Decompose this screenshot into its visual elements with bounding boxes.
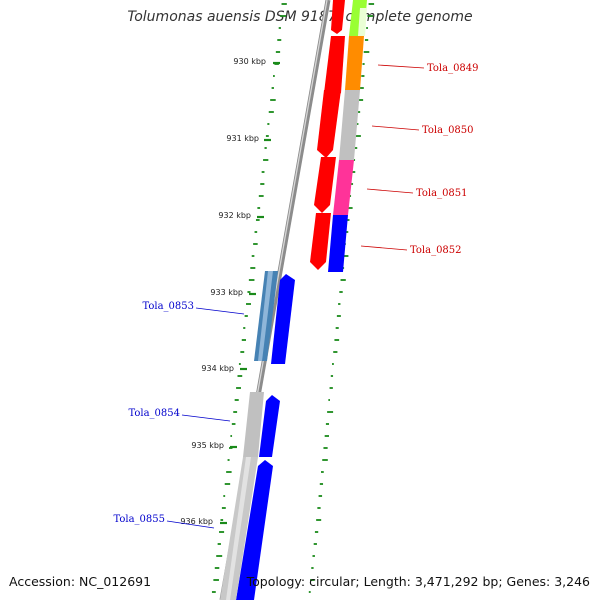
- cds-arrow[interactable]: [236, 460, 273, 600]
- cds-arrow[interactable]: [331, 0, 345, 34]
- gene-label-tola-0854[interactable]: Tola_0854: [128, 408, 180, 419]
- leader-line: [371, 125, 420, 131]
- tick-label: 932 kbp: [218, 211, 251, 220]
- accession-label: Accession: NC_012691: [9, 574, 152, 589]
- leader-line: [377, 64, 425, 69]
- cog-block-blue: [328, 215, 348, 272]
- leader-line: [181, 414, 231, 422]
- cds-arrow[interactable]: [271, 274, 295, 364]
- gene-label-tola-0853[interactable]: Tola_0853: [142, 301, 194, 312]
- reverse-cds-track: [236, 274, 295, 600]
- gene-labels: Tola_0849 Tola_0850 Tola_0851 Tola_0852 …: [113, 63, 479, 529]
- cog-block-orange: [345, 36, 364, 90]
- gc-skew-outer-track: [308, 3, 375, 593]
- leader-line: [360, 245, 408, 251]
- cog-track: [328, 0, 367, 272]
- cog-block-gray-light: [226, 457, 251, 600]
- genome-summary-label: Topology: circular; Length: 3,471,292 bp…: [246, 574, 590, 589]
- position-ticks: 930 kbp 931 kbp 932 kbp 933 kbp 934 kbp …: [180, 57, 280, 526]
- cds-arrow[interactable]: [314, 157, 336, 213]
- gc-skew-inner-track: [211, 3, 287, 593]
- leader-line: [166, 520, 215, 529]
- gene-label-tola-0852[interactable]: Tola_0852: [410, 245, 462, 256]
- cds-arrow[interactable]: [317, 90, 341, 158]
- forward-cds-track: [310, 0, 345, 270]
- tick-label: 931 kbp: [226, 134, 259, 143]
- cds-arrow[interactable]: [259, 395, 280, 457]
- tick-label: 934 kbp: [201, 364, 234, 373]
- cds-arrow[interactable]: [310, 213, 331, 270]
- cog-block-gray: [243, 392, 264, 457]
- leader-line: [195, 307, 245, 315]
- tick-label: 936 kbp: [180, 517, 213, 526]
- cog-block-steel-light: [258, 271, 273, 361]
- gene-label-tola-0849[interactable]: Tola_0849: [427, 63, 479, 74]
- gene-label-tola-0855[interactable]: Tola_0855: [113, 514, 165, 525]
- cog-block-gray: [339, 90, 360, 160]
- map-title: Tolumonas auensis DSM 9187, complete gen…: [127, 9, 473, 25]
- cog-block-pink: [333, 160, 354, 215]
- cds-arrow[interactable]: [324, 36, 345, 101]
- cog-block-lime-light: [358, 8, 367, 36]
- tick-label: 933 kbp: [210, 288, 243, 297]
- leader-line: [366, 188, 414, 194]
- cog-inner-track: [220, 271, 278, 600]
- tick-label: 930 kbp: [233, 57, 266, 66]
- tick-label: 935 kbp: [191, 441, 224, 450]
- gene-label-tola-0851[interactable]: Tola_0851: [416, 188, 468, 199]
- gene-label-tola-0850[interactable]: Tola_0850: [422, 125, 474, 136]
